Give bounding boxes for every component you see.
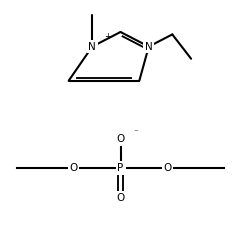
Text: O: O xyxy=(163,163,172,173)
Text: +: + xyxy=(104,32,111,41)
Text: O: O xyxy=(116,192,125,202)
Text: N: N xyxy=(145,42,153,52)
Text: ⁻: ⁻ xyxy=(134,128,138,137)
Text: O: O xyxy=(116,134,125,144)
Text: N: N xyxy=(88,42,96,52)
Text: P: P xyxy=(117,163,124,173)
Text: O: O xyxy=(69,163,78,173)
